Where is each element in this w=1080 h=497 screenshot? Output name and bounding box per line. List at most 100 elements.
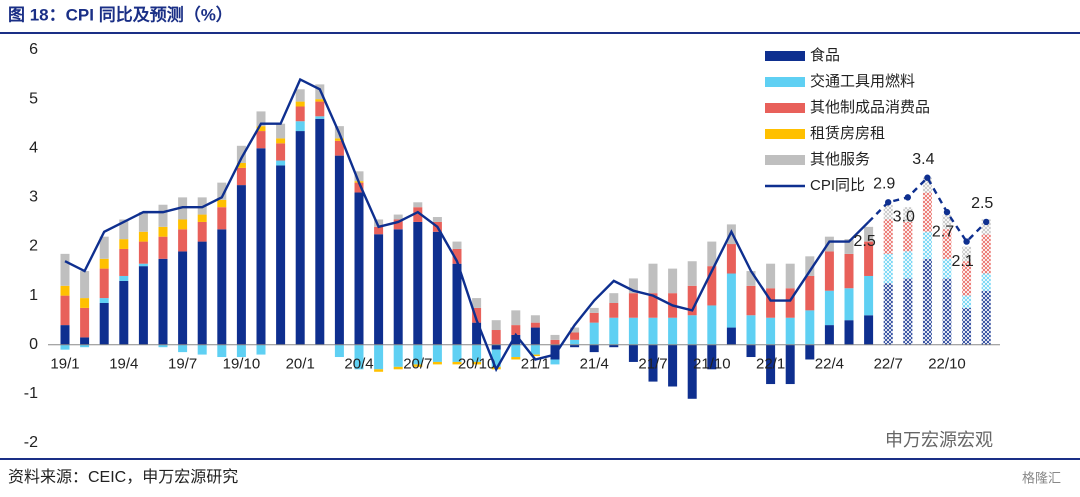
bar-segment	[883, 219, 893, 254]
legend-label: 其他制成品消费品	[810, 99, 930, 116]
bar-segment	[60, 253, 70, 286]
bar-segment	[864, 315, 874, 345]
bar-segment	[589, 322, 599, 345]
bar-segment	[530, 344, 540, 355]
y-tick-label: 4	[29, 139, 38, 156]
bar-segment	[942, 278, 952, 345]
bar-segment	[962, 246, 972, 262]
bar-segment	[824, 251, 834, 291]
bar-segment	[374, 219, 384, 227]
bar-segment	[197, 344, 207, 355]
bar-segment	[981, 290, 991, 345]
bar-segment	[472, 307, 482, 323]
y-tick-label: 2	[29, 238, 38, 255]
bar-segment	[628, 344, 638, 362]
bar-segment	[609, 302, 619, 318]
bar-segment	[452, 361, 462, 365]
bar-segment	[609, 317, 619, 345]
legend-swatch	[765, 103, 805, 113]
bar-segment	[354, 344, 364, 370]
bar-segment	[295, 106, 305, 122]
bar-segment	[276, 165, 286, 345]
bar-segment	[707, 305, 717, 345]
bar-segment	[178, 344, 188, 353]
bar-segment	[119, 219, 129, 240]
x-tick-label: 20/7	[403, 356, 432, 373]
bar-segment	[138, 266, 148, 345]
bar-segment	[550, 359, 560, 365]
bar-segment	[393, 229, 403, 345]
x-tick-label: 19/1	[50, 356, 79, 373]
bar-segment	[609, 344, 619, 348]
bar-segment	[158, 204, 168, 227]
cpi-point	[943, 208, 951, 216]
bar-segment	[785, 317, 795, 345]
bar-segment	[648, 263, 658, 294]
bar-segment	[236, 185, 246, 345]
bar-segment	[962, 295, 972, 308]
bar-segment	[354, 192, 364, 345]
bar-segment	[374, 344, 384, 370]
bar-segment	[393, 219, 403, 230]
bar-segment	[413, 221, 423, 345]
bar-segment	[334, 155, 344, 345]
bar-segment	[962, 307, 972, 345]
bar-segment	[707, 241, 717, 267]
watermark: 格隆汇	[1022, 470, 1061, 485]
bar-segment	[589, 344, 599, 353]
bar-segment	[844, 253, 854, 289]
legend-swatch	[765, 155, 805, 165]
bar-segment	[687, 315, 697, 345]
x-tick-label: 19/7	[168, 356, 197, 373]
bar-segment	[99, 236, 109, 259]
bar-segment	[413, 207, 423, 222]
bar-segment	[844, 288, 854, 321]
bar-segment	[981, 219, 991, 235]
bar-segment	[99, 298, 109, 303]
bar-segment	[824, 325, 834, 345]
x-tick-label: 22/10	[928, 356, 966, 373]
bar-segment	[452, 248, 462, 264]
bar-segment	[374, 234, 384, 345]
bar-segment	[119, 248, 129, 276]
x-tick-label: 22/1	[756, 356, 785, 373]
x-tick-label: 19/4	[109, 356, 138, 373]
x-tick-label: 22/7	[874, 356, 903, 373]
cpi-point	[963, 238, 970, 245]
bar-segment	[962, 261, 972, 296]
bar-segment	[80, 271, 90, 299]
bar-segment	[393, 366, 403, 370]
bar-segment	[824, 290, 834, 326]
bar-segment	[668, 344, 678, 387]
legend-swatch	[765, 51, 805, 61]
bar-segment	[589, 312, 599, 323]
legend-swatch	[765, 129, 805, 139]
bar-segment	[276, 160, 286, 166]
bar-segment	[883, 253, 893, 284]
bar-segment	[119, 239, 129, 249]
bar-segment	[197, 214, 207, 222]
bar-segment	[491, 320, 501, 331]
bar-segment	[138, 231, 148, 242]
bar-segment	[570, 327, 580, 333]
chart-title: 图 18：CPI 同比及预测（%）	[8, 4, 233, 24]
bar-segment	[178, 251, 188, 345]
bar-segment	[491, 344, 501, 350]
bar-segment	[570, 339, 580, 345]
bar-segment	[766, 263, 776, 289]
bar-segment	[138, 241, 148, 264]
bar-segment	[374, 226, 384, 235]
bar-segment	[687, 261, 697, 286]
bar-segment	[60, 285, 70, 296]
legend-label: 食品	[810, 47, 840, 64]
bar-segment	[864, 241, 874, 276]
bar-segment	[668, 317, 678, 345]
bar-segment	[158, 236, 168, 259]
bar-segment	[119, 275, 129, 281]
bar-segment	[295, 89, 305, 102]
x-tick-label: 20/1	[286, 356, 315, 373]
data-label: 2.7	[932, 223, 954, 240]
watermark: 申万宏源宏观	[885, 430, 993, 450]
bar-segment	[295, 121, 305, 132]
